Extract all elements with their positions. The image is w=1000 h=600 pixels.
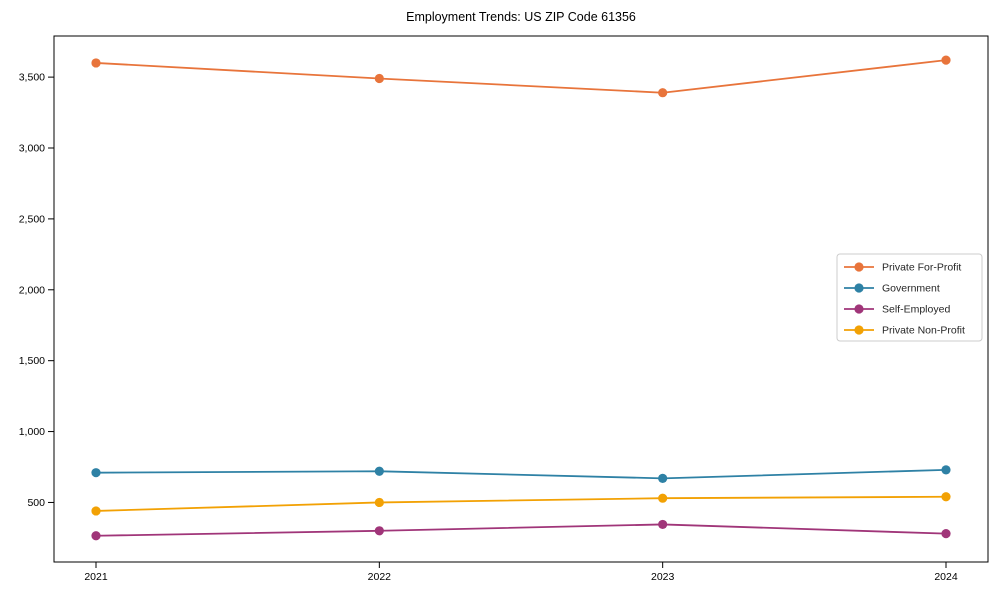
legend-label: Private For-Profit	[882, 262, 961, 274]
data-point-government	[941, 465, 951, 475]
legend-entry-government: Government	[844, 283, 940, 295]
data-point-government	[658, 473, 668, 483]
legend: Private For-Profit Government Self-Employe…	[836, 253, 983, 342]
legend-entry-private-non-profit: Private Non-Profit	[844, 325, 965, 337]
legend-marker-icon	[854, 325, 864, 335]
axes-frame	[53, 35, 989, 563]
x-tick-label: 2023	[651, 571, 675, 583]
data-point-self-employed	[941, 529, 951, 539]
series-government	[91, 465, 951, 483]
data-point-self-employed	[658, 519, 668, 530]
legend-label: Private Non-Profit	[882, 325, 965, 337]
x-tick-label: 2021	[84, 571, 108, 583]
series-line-government	[95, 468, 947, 480]
data-point-private-for-profit	[374, 73, 384, 84]
data-point-self-employed	[91, 531, 101, 541]
data-point-government	[374, 466, 384, 476]
y-tick-label: 1,500	[19, 355, 45, 367]
data-point-private-non-profit	[658, 493, 668, 503]
series-line-private-for-profit	[95, 59, 947, 94]
series-private-non-profit	[91, 492, 951, 516]
y-tick-label: 2,500	[19, 213, 45, 225]
data-point-private-non-profit	[374, 497, 384, 508]
legend-label: Self-Employed	[882, 304, 950, 316]
legend-label: Government	[882, 283, 940, 295]
data-point-private-non-profit	[91, 506, 101, 516]
legend-entry-self-employed: Self-Employed	[844, 304, 950, 316]
series-line-self-employed	[95, 523, 947, 537]
x-tick-label: 2022	[368, 571, 392, 583]
legend-marker-icon	[854, 283, 864, 293]
legend-entry-private-for-profit: Private For-Profit	[844, 262, 961, 274]
data-point-private-for-profit	[91, 58, 101, 68]
y-tick-label: 3,000	[19, 143, 45, 155]
x-tick-label: 2024	[934, 571, 958, 583]
y-tick-label: 3,500	[19, 72, 45, 84]
legend-box	[836, 253, 983, 342]
series-line-private-non-profit	[95, 495, 947, 512]
data-point-government	[91, 468, 101, 478]
chart-title: Employment Trends: US ZIP Code 61356	[406, 10, 636, 24]
y-tick-label: 500	[27, 497, 45, 509]
series-self-employed	[91, 519, 951, 541]
legend-marker-icon	[854, 262, 864, 272]
series-private-for-profit	[91, 55, 951, 98]
data-point-private-for-profit	[658, 88, 668, 98]
data-point-self-employed	[374, 526, 384, 536]
y-tick-label: 2,000	[19, 284, 45, 296]
y-tick-label: 1,000	[19, 426, 45, 438]
data-point-private-for-profit	[941, 55, 951, 65]
legend-marker-icon	[854, 304, 864, 314]
data-point-private-non-profit	[941, 492, 951, 502]
